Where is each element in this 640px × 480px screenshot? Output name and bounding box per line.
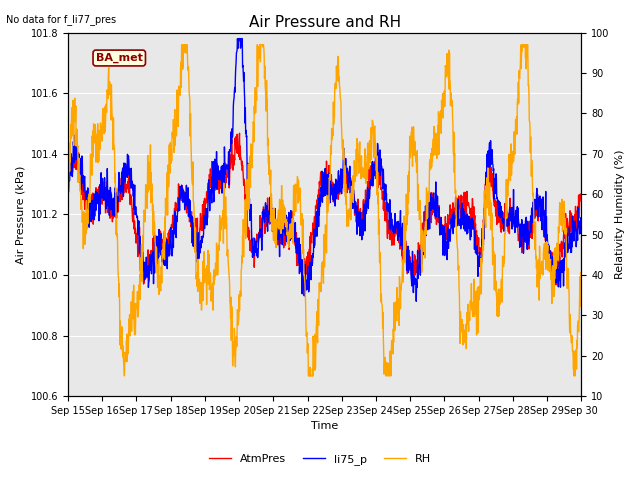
RH <box>303 334 310 339</box>
li75_p <box>356 210 364 216</box>
RH <box>357 159 365 165</box>
Y-axis label: Relativity Humidity (%): Relativity Humidity (%) <box>615 150 625 279</box>
li75_p <box>125 153 132 159</box>
Y-axis label: Air Pressure (kPa): Air Pressure (kPa) <box>15 165 25 264</box>
li75_p <box>302 287 310 293</box>
AtmPres <box>577 199 585 204</box>
Legend: AtmPres, li75_p, RH: AtmPres, li75_p, RH <box>205 450 435 469</box>
X-axis label: Time: Time <box>311 421 339 432</box>
AtmPres <box>302 265 310 271</box>
AtmPres <box>236 131 243 136</box>
RH <box>179 42 186 48</box>
li75_p <box>282 212 290 218</box>
RH <box>283 224 291 230</box>
AtmPres <box>282 228 290 234</box>
RH <box>64 209 72 215</box>
Line: li75_p: li75_p <box>68 38 581 301</box>
Text: No data for f_li77_pres: No data for f_li77_pres <box>6 14 116 25</box>
Text: BA_met: BA_met <box>96 53 143 63</box>
li75_p <box>235 36 243 41</box>
Line: RH: RH <box>68 45 581 376</box>
Line: AtmPres: AtmPres <box>68 133 581 285</box>
AtmPres <box>552 282 560 288</box>
li75_p <box>293 243 301 249</box>
li75_p <box>104 193 111 199</box>
AtmPres <box>293 263 301 268</box>
AtmPres <box>356 206 364 212</box>
AtmPres <box>64 171 72 177</box>
AtmPres <box>125 176 132 182</box>
RH <box>120 373 128 379</box>
li75_p <box>64 180 72 186</box>
li75_p <box>577 218 585 224</box>
Title: Air Pressure and RH: Air Pressure and RH <box>248 15 401 30</box>
li75_p <box>412 299 420 304</box>
RH <box>293 183 301 189</box>
RH <box>104 90 111 96</box>
RH <box>125 316 132 322</box>
AtmPres <box>104 200 111 206</box>
RH <box>577 286 585 292</box>
